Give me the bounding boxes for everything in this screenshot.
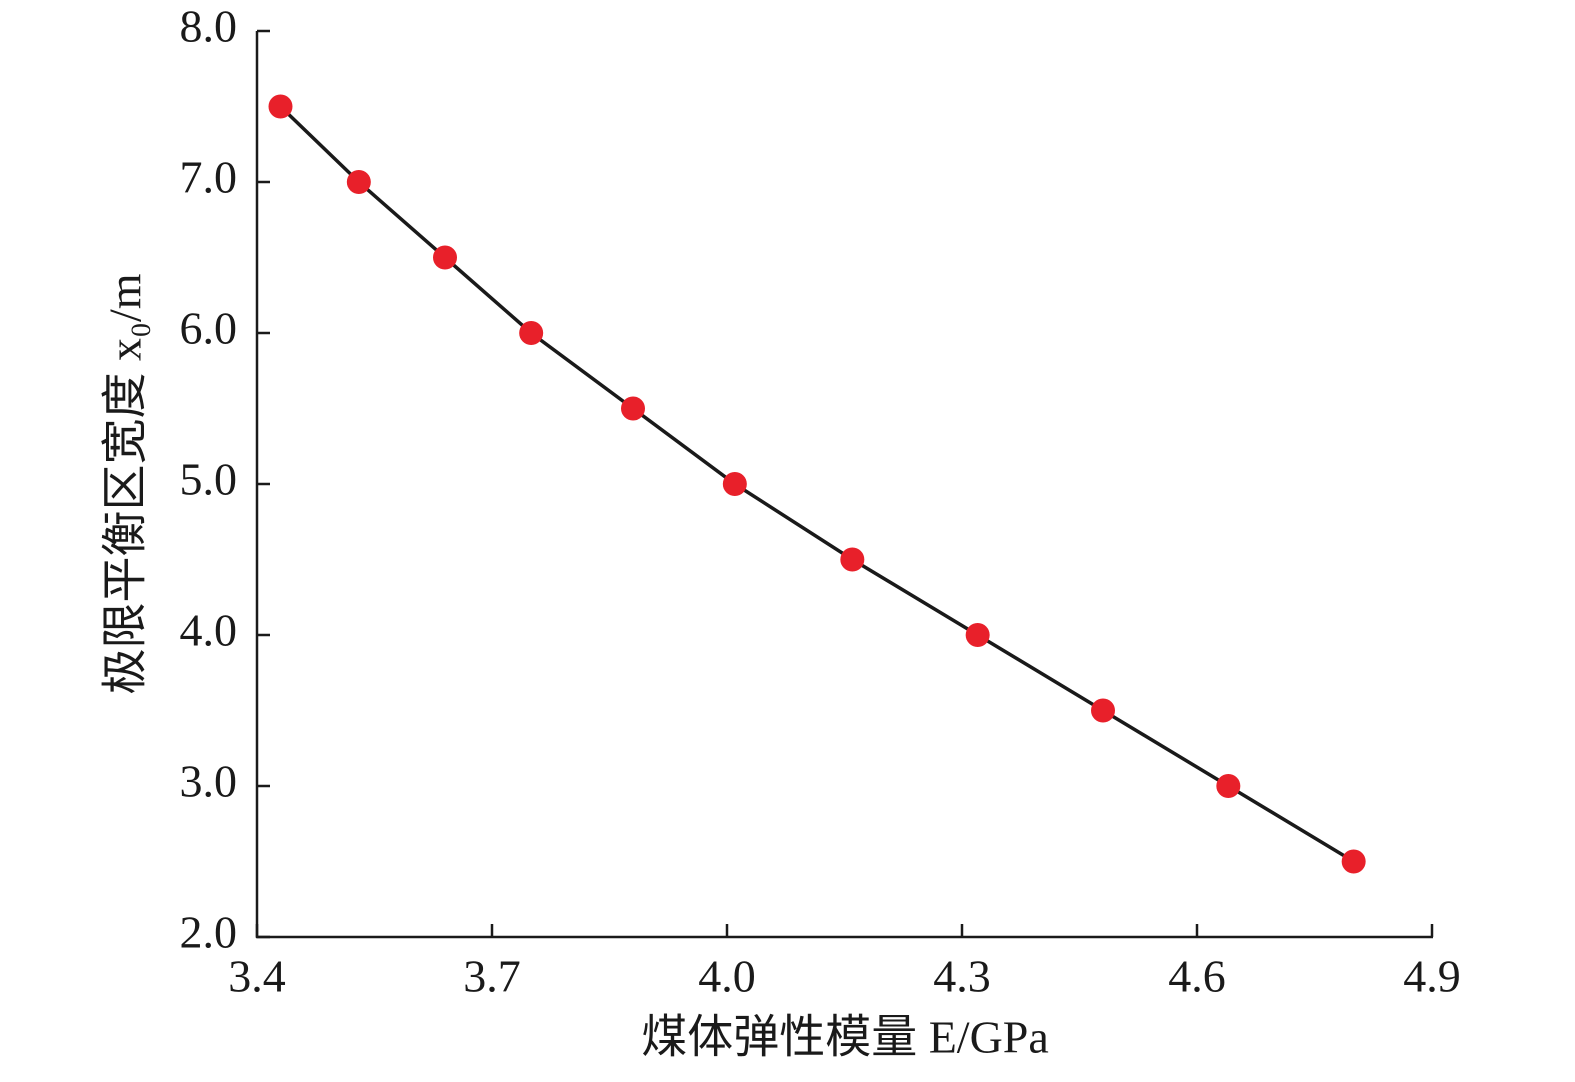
point xyxy=(840,547,865,572)
point xyxy=(965,623,990,647)
y-tick-label: 3.0 xyxy=(180,756,238,807)
x-tick-label: 4.6 xyxy=(1168,951,1226,1002)
y-tick-label: 5.0 xyxy=(180,454,238,505)
line xyxy=(279,105,1355,863)
y-tick-label: 6.0 xyxy=(180,303,238,354)
x-tick-label: 4.3 xyxy=(933,951,991,1002)
y-tick-label: 7.0 xyxy=(180,152,238,203)
x-tick-label: 4.9 xyxy=(1403,951,1461,1002)
x-tick-label: 4.0 xyxy=(698,951,756,1002)
point xyxy=(268,94,293,119)
point xyxy=(346,170,371,194)
point xyxy=(519,321,544,345)
x-tick-label: 3.7 xyxy=(463,951,521,1002)
y-axis-label: 极限平衡区宽度 x₀/m xyxy=(100,273,151,694)
x-axis-label: 煤体弹性模量 E/GPa xyxy=(641,1012,1049,1063)
y-tick-label: 4.0 xyxy=(180,605,238,656)
x-tick-label: 3.4 xyxy=(228,951,286,1002)
point xyxy=(722,472,747,496)
point xyxy=(1216,774,1241,798)
point xyxy=(1341,849,1366,874)
y-tick-label: 8.0 xyxy=(180,1,238,52)
point xyxy=(621,396,645,421)
point xyxy=(433,245,457,270)
point xyxy=(1091,698,1115,723)
y-tick-label: 2.0 xyxy=(180,907,238,958)
